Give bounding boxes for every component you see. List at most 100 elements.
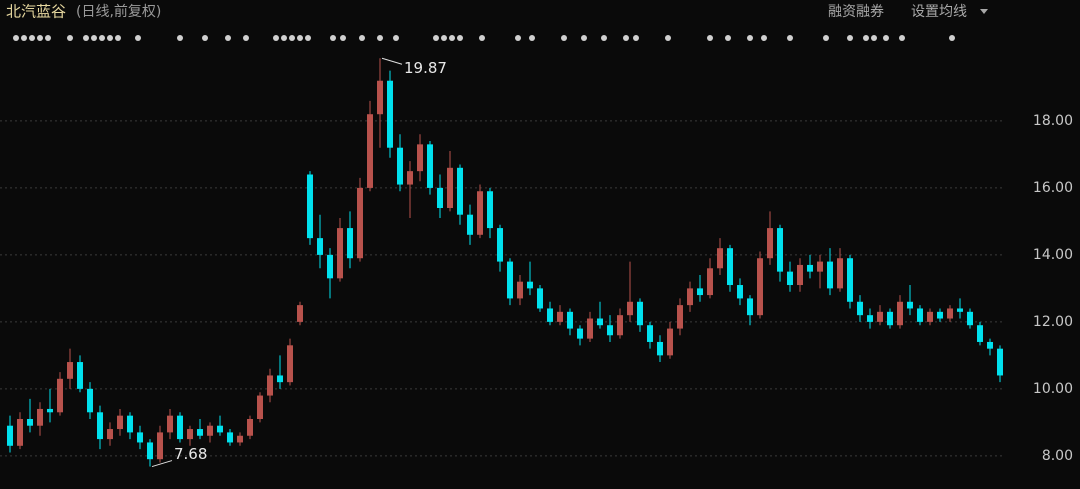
- candle-body: [747, 298, 753, 316]
- candle-body: [317, 238, 323, 255]
- candle-body: [797, 264, 803, 286]
- candle-body: [967, 311, 973, 326]
- candle-body: [87, 388, 93, 413]
- candle-body: [637, 301, 643, 326]
- candle-body: [327, 254, 333, 279]
- event-marker: [707, 35, 713, 41]
- candle-body: [547, 308, 553, 322]
- candle-body: [697, 288, 703, 296]
- candle-body: [497, 228, 503, 262]
- candle-body: [717, 248, 723, 269]
- ma-settings[interactable]: 设置均线: [911, 4, 967, 20]
- y-tick-label: 10.00: [1033, 381, 1073, 397]
- candle-body: [467, 214, 473, 235]
- event-marker: [761, 35, 767, 41]
- candle-body: [237, 435, 243, 443]
- event-marker: [225, 35, 231, 41]
- candle-body: [617, 315, 623, 336]
- candle-body: [297, 305, 303, 322]
- candle-body: [867, 315, 873, 322]
- candle-body: [427, 144, 433, 188]
- candle-body: [77, 362, 83, 389]
- event-marker: [847, 35, 853, 41]
- event-marker: [561, 35, 567, 41]
- event-marker: [581, 35, 587, 41]
- min-arrow: [151, 460, 173, 468]
- candle-body: [577, 328, 583, 339]
- min-label: 7.68: [174, 445, 207, 463]
- event-marker: [13, 35, 19, 41]
- candle-body: [607, 325, 613, 336]
- candle-body: [117, 415, 123, 430]
- candle-body: [677, 305, 683, 329]
- candle-body: [567, 311, 573, 329]
- event-marker: [29, 35, 35, 41]
- candle-body: [97, 412, 103, 440]
- event-marker: [305, 35, 311, 41]
- event-marker: [21, 35, 27, 41]
- candle-body: [877, 311, 883, 322]
- candle-body: [727, 248, 733, 286]
- event-marker: [633, 35, 639, 41]
- candle-body: [857, 301, 863, 316]
- candle-body: [217, 425, 223, 433]
- candle-body: [707, 268, 713, 296]
- candle-body: [457, 167, 463, 215]
- candle-body: [657, 341, 663, 356]
- candle-body: [377, 80, 383, 115]
- candle-body: [907, 301, 913, 309]
- event-marker: [949, 35, 955, 41]
- candle-body: [887, 311, 893, 326]
- y-tick-label: 16.00: [1033, 180, 1073, 196]
- event-marker: [449, 35, 455, 41]
- event-marker: [83, 35, 89, 41]
- y-tick-label: 18.00: [1033, 113, 1073, 129]
- candle-body: [137, 432, 143, 443]
- candle-body: [627, 301, 633, 316]
- event-marker: [67, 35, 73, 41]
- candle-body: [307, 174, 313, 239]
- candle-body: [827, 261, 833, 289]
- event-marker: [297, 35, 303, 41]
- event-marker: [177, 35, 183, 41]
- candle-body: [847, 258, 853, 302]
- event-marker: [529, 35, 535, 41]
- event-marker: [107, 35, 113, 41]
- event-marker: [515, 35, 521, 41]
- candle-body: [417, 144, 423, 172]
- candle-body: [247, 418, 253, 436]
- candle-body: [837, 258, 843, 289]
- dropdown-arrow[interactable]: [980, 9, 988, 14]
- candle-body: [517, 281, 523, 299]
- event-marker: [37, 35, 43, 41]
- event-marker: [823, 35, 829, 41]
- candle-body: [817, 261, 823, 272]
- candle-body: [67, 362, 73, 379]
- event-marker: [281, 35, 287, 41]
- candle-body: [737, 285, 743, 299]
- candle-body: [557, 311, 563, 322]
- event-marker: [243, 35, 249, 41]
- candle-body: [47, 408, 53, 413]
- candle-body: [17, 418, 23, 446]
- candle-body: [387, 80, 393, 148]
- margin-menu[interactable]: 融资融券: [828, 4, 884, 20]
- event-markers: [13, 35, 955, 41]
- candle-body: [277, 375, 283, 383]
- candle-body: [347, 228, 353, 259]
- event-marker: [393, 35, 399, 41]
- stock-title: 北汽蓝谷: [6, 3, 66, 21]
- candle-body: [337, 228, 343, 279]
- candle-body: [107, 429, 113, 440]
- event-marker: [99, 35, 105, 41]
- candle-body: [357, 187, 363, 259]
- candle-body: [917, 308, 923, 322]
- candle-body: [367, 114, 373, 188]
- candle-body: [287, 345, 293, 383]
- candle-body: [437, 187, 443, 208]
- candle-body: [947, 308, 953, 319]
- event-marker: [871, 35, 877, 41]
- candle-body: [767, 228, 773, 259]
- event-marker: [340, 35, 346, 41]
